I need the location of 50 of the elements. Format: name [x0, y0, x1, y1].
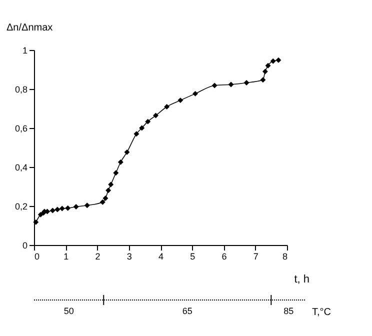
point — [212, 82, 218, 88]
point — [50, 208, 56, 214]
y-tick-label: 1 — [22, 46, 28, 56]
y-axis-title: Δn/Δnmax — [6, 22, 53, 34]
point — [260, 77, 266, 83]
y-tick-label: 0,4 — [14, 162, 28, 172]
x-tick-label: 1 — [64, 252, 69, 262]
point — [84, 202, 90, 208]
y-tick-label: 0,6 — [14, 124, 28, 134]
point — [33, 219, 39, 225]
point — [124, 149, 130, 155]
point — [113, 170, 119, 176]
x-tick-label: 3 — [126, 252, 132, 262]
point — [192, 90, 198, 96]
y-tick-label: 0,8 — [14, 84, 28, 94]
point — [265, 62, 271, 68]
x-tick-label: 0 — [34, 252, 40, 262]
point — [54, 206, 60, 212]
point — [108, 182, 114, 188]
x-tick-label: 2 — [95, 252, 100, 262]
point — [244, 80, 250, 86]
point — [106, 188, 112, 194]
x-tick-label: 7 — [253, 252, 258, 262]
text: T,°C — [312, 307, 331, 318]
x-tick-label: 5 — [190, 252, 196, 262]
point — [262, 68, 268, 74]
y-tick-label: 0,2 — [14, 202, 28, 212]
point — [276, 57, 282, 63]
point — [228, 82, 234, 88]
point — [178, 98, 184, 104]
point — [139, 125, 145, 131]
point — [65, 205, 71, 211]
point — [59, 206, 65, 212]
point — [102, 195, 108, 201]
x-tick-label: 8 — [282, 252, 288, 262]
x-axis-title: t, h — [294, 274, 310, 286]
point — [73, 204, 79, 210]
text: 50 — [64, 306, 74, 316]
point — [270, 58, 276, 64]
point — [164, 104, 170, 110]
text: 85 — [284, 306, 294, 316]
point — [100, 199, 106, 205]
point — [134, 131, 140, 137]
point — [145, 118, 151, 124]
x-tick-label: 4 — [158, 252, 164, 262]
point — [118, 159, 124, 165]
x-tick-label: 6 — [222, 252, 227, 262]
y-tick-label: 0 — [22, 240, 28, 250]
point — [153, 112, 158, 118]
text: 65 — [182, 306, 192, 316]
